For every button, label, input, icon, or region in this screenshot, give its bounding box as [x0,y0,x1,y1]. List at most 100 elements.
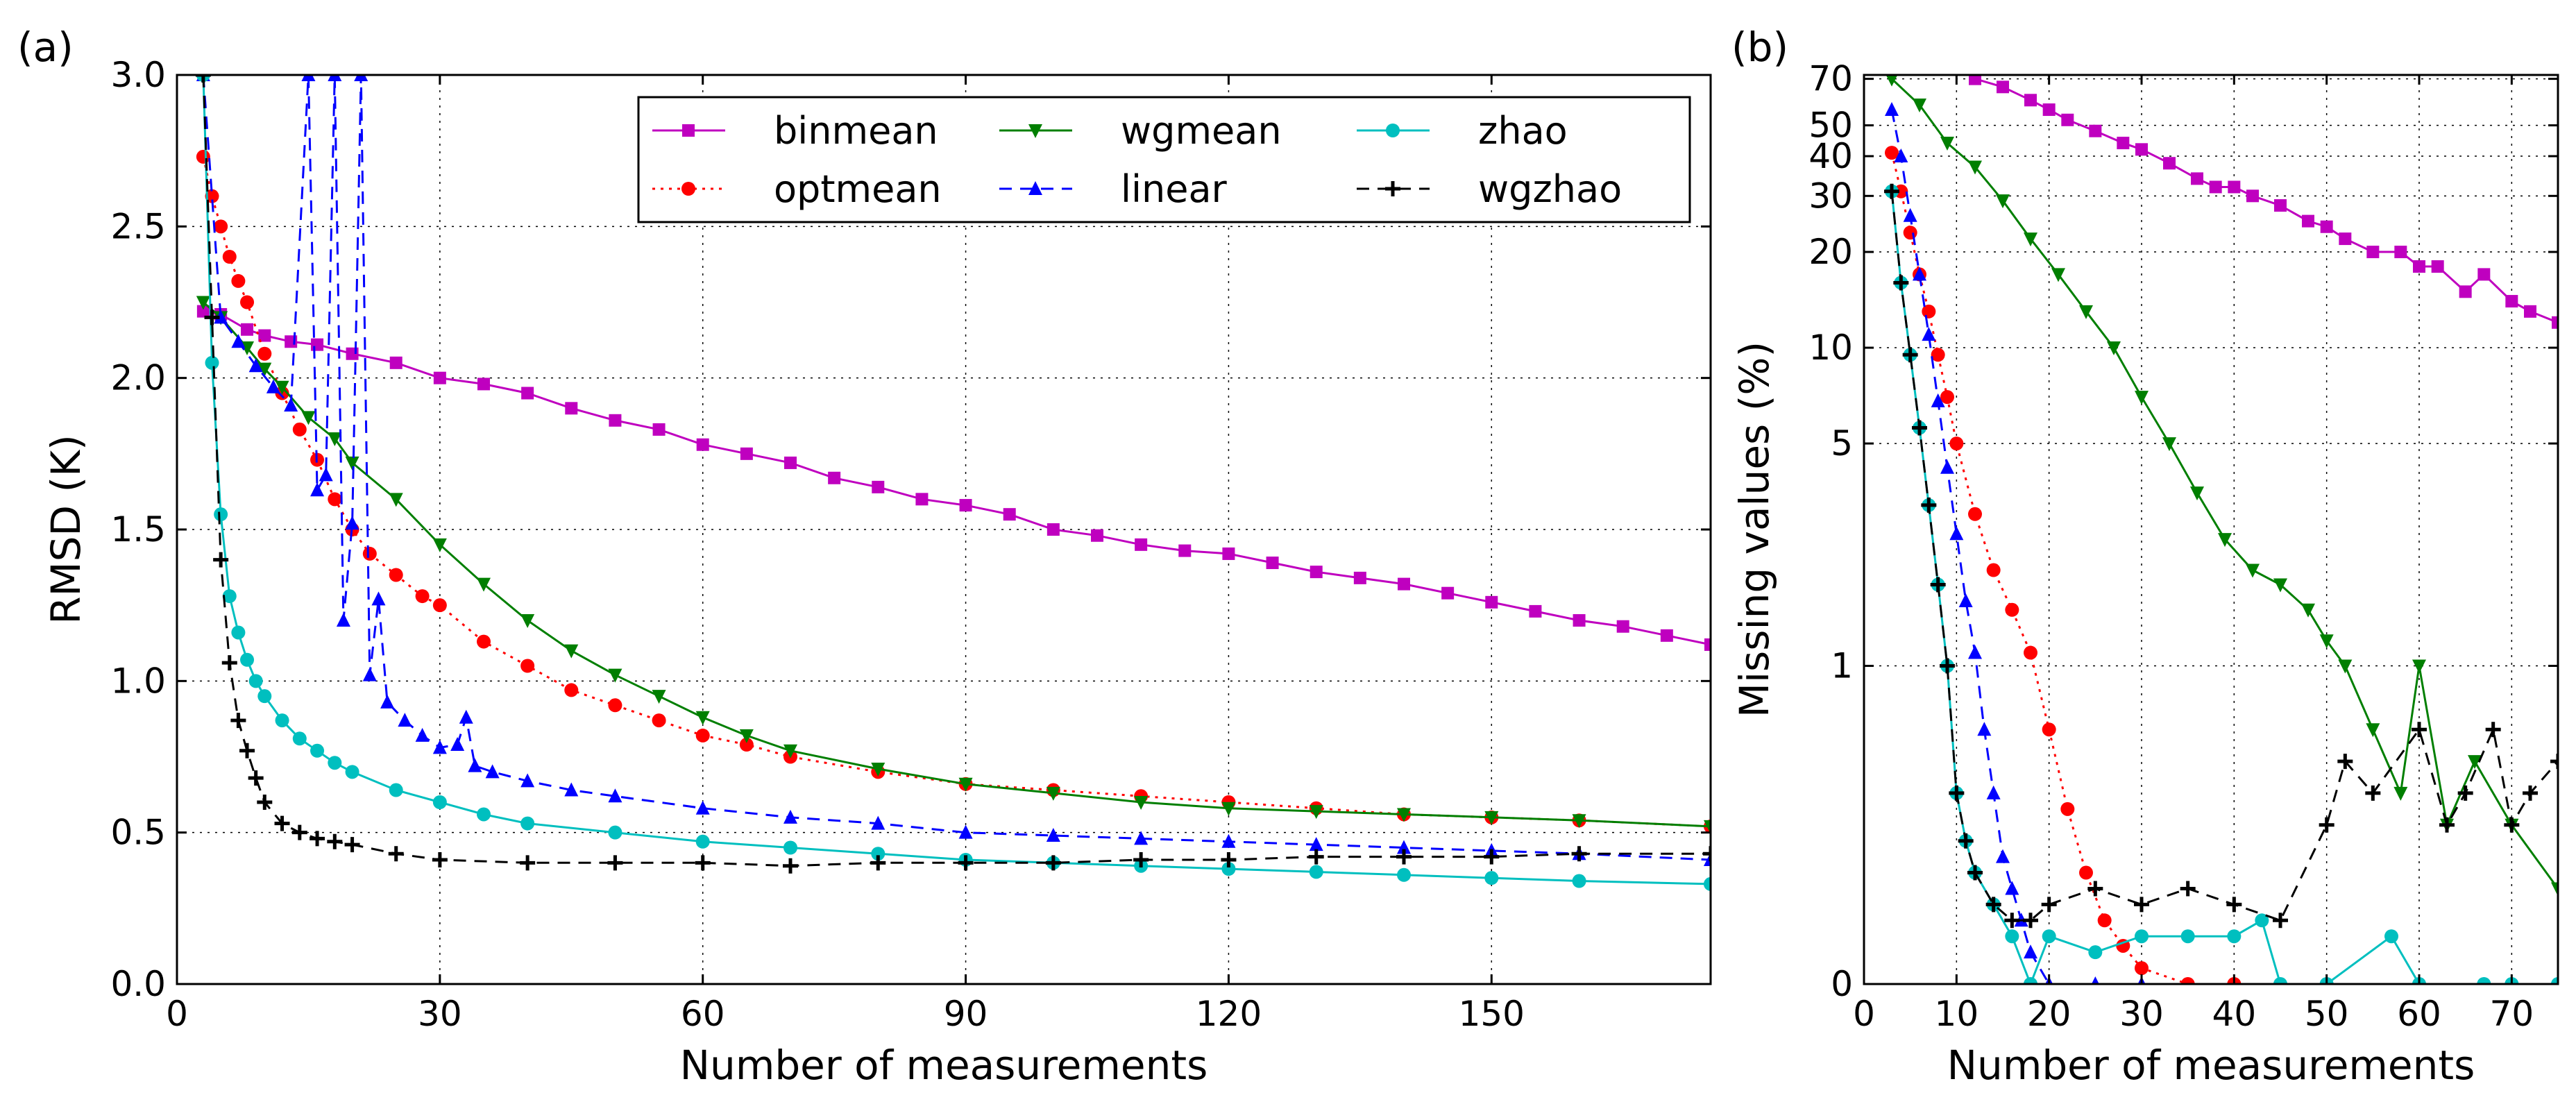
data-point-wgzhao [344,837,360,853]
data-point-binmean [2477,268,2491,281]
data-point-wgmean [2468,755,2482,770]
legend-frame [637,96,1691,223]
data-point-binmean [1091,529,1103,542]
data-point-wgzhao [2180,881,2196,897]
data-point-binmean [1003,508,1016,521]
x-tick-label: 90 [944,994,988,1034]
data-point-optmean [2180,977,2195,984]
series-line-linear [202,75,1711,861]
y-tick-label: 1.0 [110,661,166,701]
data-point-linear [432,740,447,754]
x-tick-label: 50 [2305,994,2349,1034]
data-point-wgzhao [1133,851,1149,867]
data-point-zhao [1309,865,1323,879]
data-point-wgmean [695,711,710,725]
data-point-wgmean [275,380,289,395]
data-point-binmean [1266,557,1279,570]
data-point-wgmean [564,644,579,659]
x-tick-label: 10 [1935,994,1979,1034]
series-line-wgzhao [1890,191,2558,922]
data-point-optmean [432,598,447,613]
data-point-optmean [652,713,666,728]
data-point-wgzhao [239,743,255,758]
data-point-binmean [521,387,534,400]
data-point-wgzhao [2041,897,2057,913]
data-point-linear [310,482,325,497]
panel-a-plot-area [195,75,1711,891]
data-point-binmean [1529,604,1542,618]
data-point-wgzhao [695,855,711,871]
data-point-linear [345,516,359,530]
data-point-optmean [695,728,710,743]
data-point-optmean [2135,961,2149,976]
data-point-linear [468,758,482,772]
data-point-binmean [1704,638,1711,651]
x-tick-label: 60 [2397,994,2441,1034]
data-point-wgmean [2079,305,2093,319]
legend-label-wgzhao: wgzhao [1478,167,1622,211]
data-point-zhao [2088,945,2103,960]
data-point-zhao [477,807,491,822]
data-point-wgmean [1309,805,1323,820]
data-point-optmean [292,422,307,436]
data-point-wgzhao [274,815,290,831]
data-point-optmean [257,346,272,361]
data-point-linear [1913,266,1926,281]
data-point-zhao [248,674,263,688]
x-tick-label: 70 [2490,994,2534,1034]
data-point-wgzhao [2319,817,2334,833]
data-point-wgzhao [2273,913,2288,929]
data-point-binmean [2246,189,2259,203]
data-point-optmean [362,546,377,561]
legend-label-optmean: optmean [774,167,942,211]
data-point-wgzhao [1221,851,1237,867]
data-point-linear [328,75,342,81]
legend-entry-wgzhao: wgzhao [1357,167,1622,211]
data-point-wgzhao [607,855,623,871]
data-point-optmean [1940,390,1954,405]
data-point-wgzhao [1985,897,2001,913]
data-point-binmean [915,493,929,506]
data-point-optmean [1903,226,1917,240]
data-point-zhao [2273,977,2287,984]
data-point-wgmean [520,614,535,628]
data-point-binmean [1573,614,1586,627]
data-point-binmean [1353,571,1366,584]
panel-a-x-axis-label: Number of measurements [680,1042,1208,1089]
data-point-wgmean [2135,391,2149,405]
data-point-optmean [1986,563,2001,577]
data-point-wgmean [2107,341,2121,356]
data-point-binmean [609,414,622,427]
data-point-wgmean [345,456,359,471]
legend-label-linear: linear [1121,167,1228,211]
panel-a-ticks: 0 30 60 90 120 150 0.0 0.5 1.0 1.5 2.0 2.5 3.0 [110,55,1711,1034]
data-point-binmean [1997,80,2009,94]
data-point-binmean [1969,75,1981,85]
data-point-wgzhao [1703,846,1711,862]
data-point-wgzhao [1893,275,1909,291]
data-point-binmean [565,402,578,415]
series-linear [196,75,1711,866]
data-point-zhao [1704,876,1711,891]
data-point-binmean [241,323,254,336]
data-point-wgmean [2301,603,2315,618]
data-point-wgzhao [2439,817,2455,833]
data-point-wgmean [257,362,272,377]
data-point-binmean [1660,629,1673,642]
data-point-wgmean [389,493,403,507]
data-point-optmean [2005,602,2019,617]
data-point-optmean [1968,507,1982,521]
data-point-linear [1894,149,1908,163]
data-point-wgzhao [520,855,536,871]
series-line-wgmean [202,301,1711,828]
data-point-wgmean [1397,808,1411,822]
data-point-optmean [1949,436,1964,451]
legend-marker-wgzhao [1385,181,1400,196]
data-point-optmean [231,273,246,288]
data-point-wgmean [2246,563,2260,578]
data-point-wgzhao [2550,754,2558,770]
data-point-wgzhao [2087,881,2103,897]
data-point-wgzhao [870,855,886,871]
data-point-zhao [520,816,535,831]
data-point-binmean [2366,246,2380,259]
